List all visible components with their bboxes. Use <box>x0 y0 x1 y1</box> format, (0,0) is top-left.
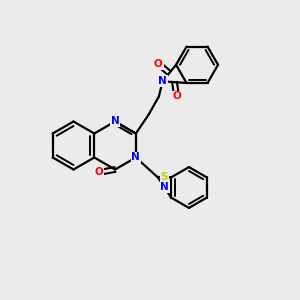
Text: S: S <box>160 172 168 182</box>
Text: N: N <box>160 182 169 192</box>
Text: N: N <box>158 76 167 86</box>
Text: O: O <box>154 59 163 69</box>
Text: O: O <box>172 92 181 101</box>
Text: N: N <box>111 116 119 127</box>
Text: N: N <box>131 152 140 163</box>
Text: O: O <box>94 167 103 178</box>
